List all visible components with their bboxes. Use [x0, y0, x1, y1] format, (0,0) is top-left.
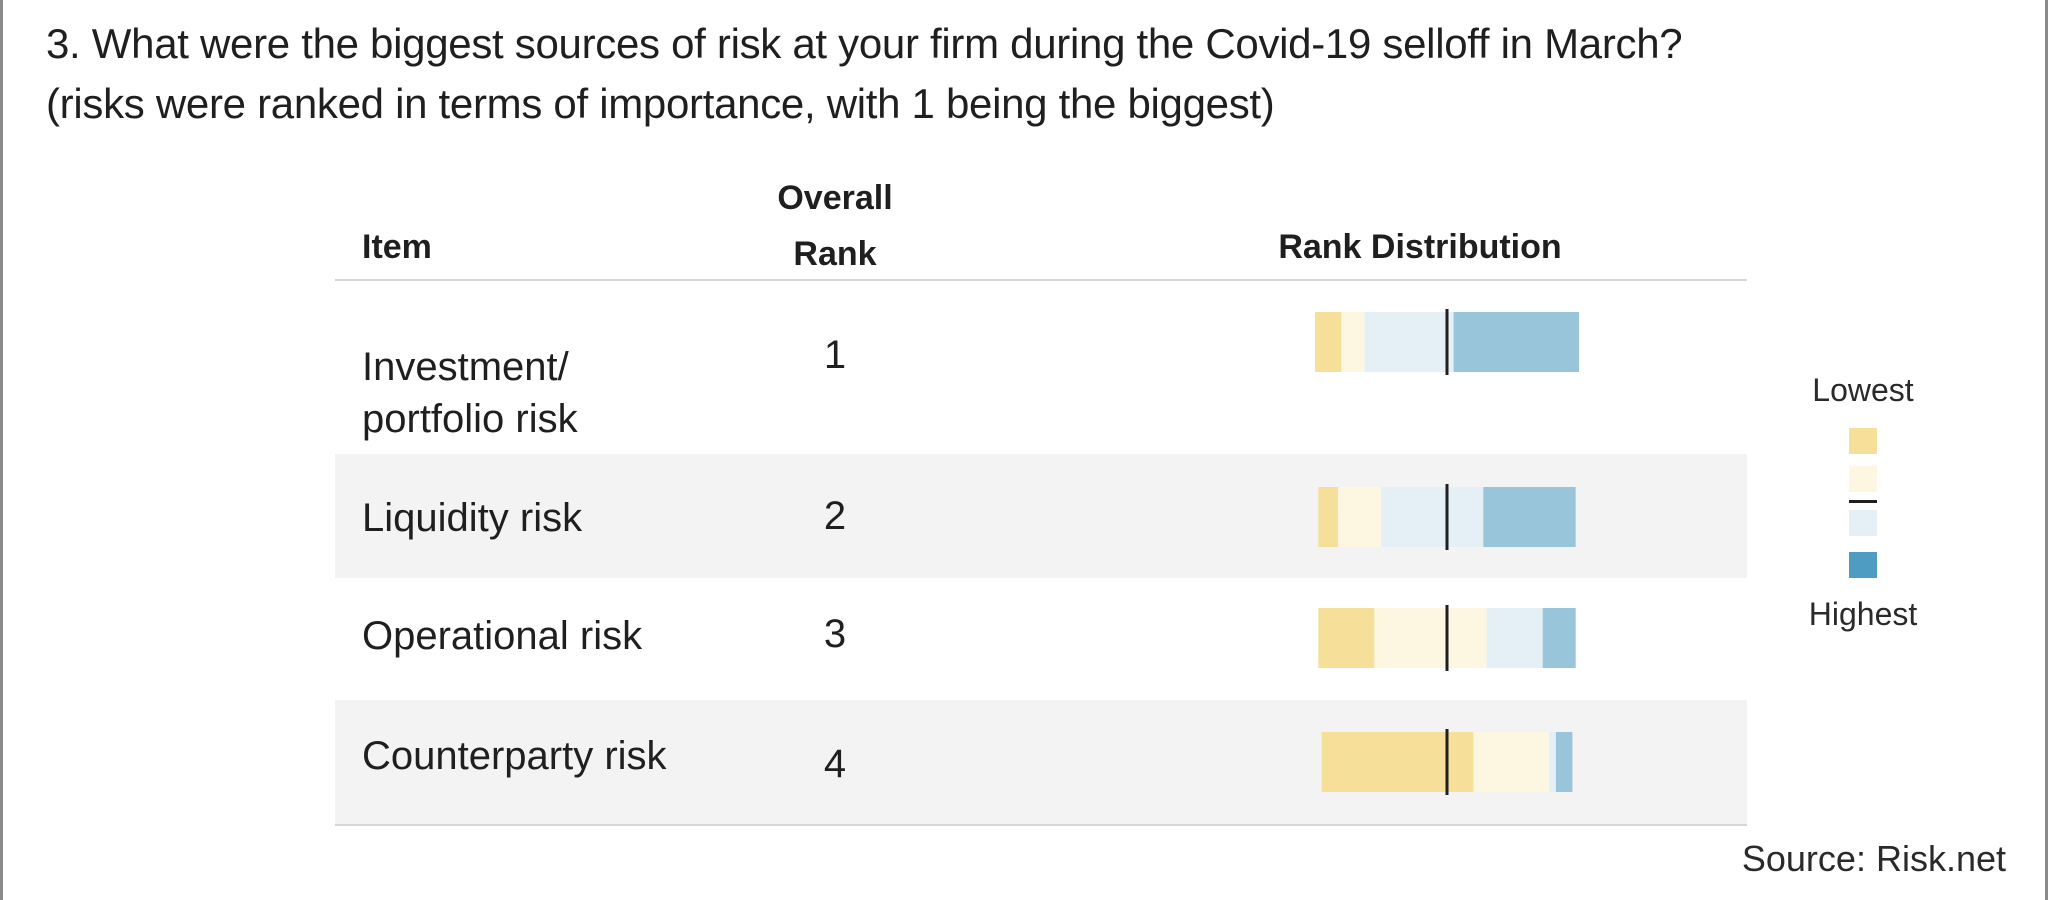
row-rank: 4	[823, 742, 847, 786]
row-rank: 2	[823, 494, 847, 538]
row-rank: 3	[823, 612, 847, 656]
row-label: Counterparty risk	[362, 730, 667, 782]
column-header-rank-distribution: Rank Distribution	[1278, 228, 1562, 266]
table-row: Liquidity risk 2	[335, 454, 1747, 578]
source-note: Source: Risk.net	[1741, 838, 2006, 879]
legend-label-lowest: Lowest	[1812, 372, 1914, 408]
header-divider	[335, 279, 1747, 281]
legend-swatch-rank1	[1849, 552, 1877, 578]
table-bottom-divider	[335, 824, 1747, 826]
column-header-item: Item	[362, 228, 432, 266]
rank-header-line-1: Overall	[777, 179, 893, 217]
row-label-line: portfolio risk	[362, 397, 578, 441]
row-label: Operational risk	[362, 610, 642, 662]
column-header-overall-rank: Overall Rank	[760, 170, 910, 282]
legend-swatch-rank2	[1849, 510, 1877, 536]
row-label-line: Operational risk	[362, 614, 643, 658]
row-rank: 1	[823, 333, 847, 377]
legend-median-line	[1849, 500, 1877, 503]
rank-header-line-2: Rank	[793, 235, 877, 273]
table-row: Investment/ portfolio risk 1	[335, 281, 1747, 454]
table-row: Counterparty risk 4	[335, 700, 1747, 824]
title-line-2: (risks were ranked in terms of importanc…	[46, 80, 1275, 127]
chart-title: 3. What were the biggest sources of risk…	[46, 14, 1683, 134]
legend-swatch-rank4	[1849, 428, 1877, 454]
row-label: Liquidity risk	[362, 492, 582, 544]
legend-swatch-rank3	[1849, 466, 1877, 492]
row-label: Investment/ portfolio risk	[362, 341, 578, 445]
legend-label-highest: Highest	[1808, 596, 1918, 632]
row-label-line: Liquidity risk	[362, 496, 583, 540]
row-label-line: Counterparty risk	[362, 734, 667, 778]
table-row: Operational risk 3	[335, 578, 1747, 700]
row-label-line: Investment/	[362, 345, 569, 389]
title-line-1: 3. What were the biggest sources of risk…	[46, 20, 1683, 67]
